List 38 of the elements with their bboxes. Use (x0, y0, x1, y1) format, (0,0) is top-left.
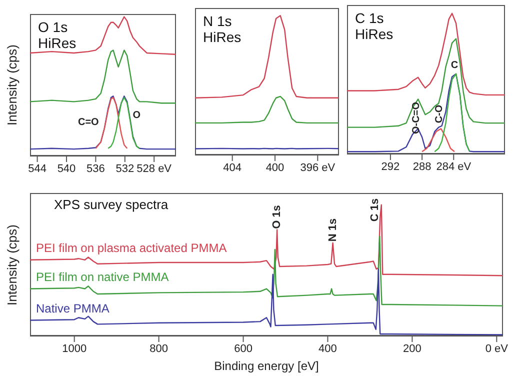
annotation: C 1s (369, 198, 382, 222)
text: HiRes (203, 29, 242, 45)
x-tick-label: 400 (318, 342, 337, 355)
annotation: C=O (78, 117, 99, 130)
x-tick-label: 540 (57, 162, 76, 175)
series-label: Native PMMA (36, 301, 110, 316)
annotation: C (450, 60, 458, 72)
text: HiRes (38, 35, 76, 51)
text: HiRes (355, 26, 394, 42)
x-tick-label: 200 (403, 342, 422, 355)
x-tick-label: 544 (28, 162, 46, 175)
annotation: N 1s (326, 218, 339, 242)
chart-title: C 1s (355, 10, 385, 26)
x-tick-label: 532 (116, 162, 134, 175)
annotation: O (132, 110, 140, 122)
x-tick-label: 600 (234, 342, 252, 355)
chart-title: XPS survey spectra (54, 197, 168, 213)
series-label: PEI film on plasma activated PMMA (36, 240, 227, 255)
series-label: PEI film on native PMMA (36, 270, 169, 284)
y-axis-title: Intensity (cps) (4, 44, 20, 126)
y-axis-title: Intensity (cps) (4, 224, 20, 305)
annotation: O 1s (270, 205, 283, 230)
chart-title: O 1s (38, 19, 69, 35)
annotation: C-O (434, 104, 446, 123)
x-tick-label: 404 (223, 162, 242, 174)
x-tick-label: 284 eV (436, 160, 472, 173)
x-tick-label: 0 eV (485, 342, 509, 355)
x-tick-label: 800 (150, 342, 168, 355)
chart-title: N 1s (203, 13, 233, 29)
x-axis-title: Binding energy [eV] (214, 359, 319, 373)
x-tick-label: 396 eV (300, 162, 336, 174)
x-tick-label: 288 (412, 160, 432, 173)
annotation: O-C=O (410, 102, 423, 134)
x-tick-label: 1000 (62, 342, 87, 355)
x-tick-label: 528 eV (136, 162, 172, 175)
x-tick-label: 400 (266, 162, 284, 174)
x-tick-label: 536 (86, 162, 105, 175)
x-tick-label: 292 (381, 160, 400, 173)
